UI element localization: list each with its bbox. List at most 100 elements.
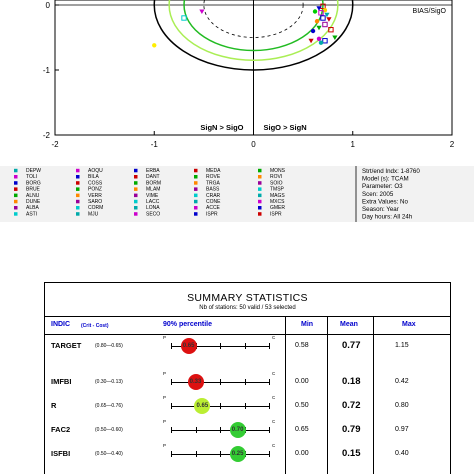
legend-marker	[134, 206, 138, 210]
legend-marker	[258, 193, 262, 198]
legend-station-label: SOIO	[270, 180, 283, 186]
station-point	[199, 9, 205, 14]
legend-station-label: BASS	[206, 187, 220, 193]
percentile-tick	[171, 403, 172, 409]
legend-station-label: MONS	[270, 168, 286, 174]
info-line: Model (s): TCAM	[362, 176, 409, 183]
indicator-range: (0.50—0.60)	[95, 427, 123, 433]
legend-station-label: ISPR	[270, 211, 282, 217]
legend-marker	[76, 212, 80, 216]
indicator-range: (0.65—0.76)	[95, 403, 123, 409]
station-point	[322, 38, 328, 44]
indicator-name: TARGET	[51, 341, 82, 350]
legend-marker	[14, 212, 18, 216]
legend-marker	[14, 199, 18, 204]
indicator-name: IMFBI	[51, 377, 72, 386]
legend-marker	[258, 175, 262, 179]
min-value: 0.00	[295, 450, 309, 457]
quadrant-label-left: SigN > SigO	[200, 123, 243, 132]
c-marker: C	[272, 419, 276, 424]
p-marker: P	[163, 371, 167, 376]
legend-station-label: SECO	[146, 211, 160, 217]
legend-marker	[76, 181, 80, 185]
legend-marker	[76, 193, 80, 198]
legend-marker	[194, 187, 198, 191]
max-value: 0.40	[395, 450, 409, 457]
mean-value: 0.72	[342, 400, 361, 411]
station-point	[328, 27, 334, 33]
max-value: 0.42	[395, 378, 409, 385]
percentile-tick	[171, 379, 172, 385]
legend-marker	[76, 187, 80, 191]
legend-station-label: TMSP	[270, 187, 285, 193]
col-divider	[327, 316, 328, 474]
min-value: 0.65	[295, 426, 309, 433]
legend-marker	[134, 212, 138, 216]
reference-circle	[153, 0, 354, 71]
station-point	[310, 28, 316, 34]
station-point	[181, 15, 187, 21]
legend-station-label: ALBA	[26, 205, 39, 211]
header-indic: INDIC	[51, 321, 71, 328]
station-point	[320, 15, 326, 21]
legend-marker	[14, 206, 18, 210]
legend-marker	[258, 212, 262, 216]
col-divider	[285, 316, 286, 474]
legend-station-label: SARO	[88, 199, 102, 205]
legend-marker	[14, 187, 18, 191]
legend-station-label: ERBA	[146, 168, 160, 174]
header-min: Min	[301, 321, 314, 328]
station-point	[308, 38, 314, 44]
legend-station-label: ROVE	[206, 174, 221, 180]
info-line: Strt/end Indx: 1-8760	[362, 168, 420, 175]
mean-value: 0.77	[342, 340, 361, 351]
legend-station-label: MLAM	[146, 187, 160, 193]
station-point	[332, 35, 338, 40]
legend-marker	[14, 193, 18, 198]
percentile-tick	[195, 427, 197, 433]
p-marker: P	[163, 443, 167, 448]
legend-station-label: PONZ	[88, 187, 102, 193]
legend-station-label: TRGA	[206, 180, 221, 186]
legend-station-label: LONA	[146, 205, 160, 211]
legend-marker	[76, 175, 80, 179]
legend-station-label: BORG	[26, 180, 41, 186]
mean-value: 0.79	[342, 424, 361, 435]
station-point	[316, 25, 322, 31]
y-tick-label: 0	[46, 1, 51, 10]
legend-station-label: VERR	[88, 193, 102, 199]
legend-marker	[194, 212, 198, 216]
percentile-dot: 0.65	[194, 398, 211, 414]
percentile-tick	[220, 403, 221, 409]
legend-marker	[194, 181, 198, 185]
station-point	[324, 12, 330, 18]
legend-station-label: VIME	[146, 193, 159, 199]
quadrant-label-right: SigO > SigN	[264, 123, 307, 132]
percentile-tick	[244, 379, 246, 385]
max-value: 0.80	[395, 402, 409, 409]
station-point	[312, 9, 318, 14]
percentile-dot: 0.33	[187, 374, 204, 390]
col-divider	[373, 316, 374, 474]
legend-marker	[134, 193, 138, 198]
mean-value: 0.18	[342, 376, 361, 387]
plot-area: -2 -1 0 1 2 0 -1 -2 BIAS/SigO SigN > SigO SigO > S…	[43, 0, 455, 149]
percentile-tick	[269, 343, 270, 349]
min-value: 0.58	[295, 342, 309, 349]
station-point	[152, 43, 157, 48]
header-top-rule	[45, 316, 450, 317]
legend-marker	[258, 168, 262, 173]
percentile-tick	[171, 427, 172, 433]
info-line: Parameter: O3	[362, 183, 403, 190]
info-line: Scen: 2005	[362, 191, 394, 198]
legend-station-label: CONE	[206, 199, 221, 205]
legend-station-label: ROVI	[270, 174, 282, 180]
percentile-dot: 0.65	[180, 338, 197, 354]
legend-station-label: CRAR	[206, 193, 221, 199]
station-point	[318, 10, 324, 16]
station-point	[314, 19, 320, 24]
station-point	[322, 8, 328, 13]
reference-circle	[183, 0, 324, 52]
legend-station-label: ACCE	[206, 205, 221, 211]
legend-station-label: ISPR	[206, 211, 218, 217]
